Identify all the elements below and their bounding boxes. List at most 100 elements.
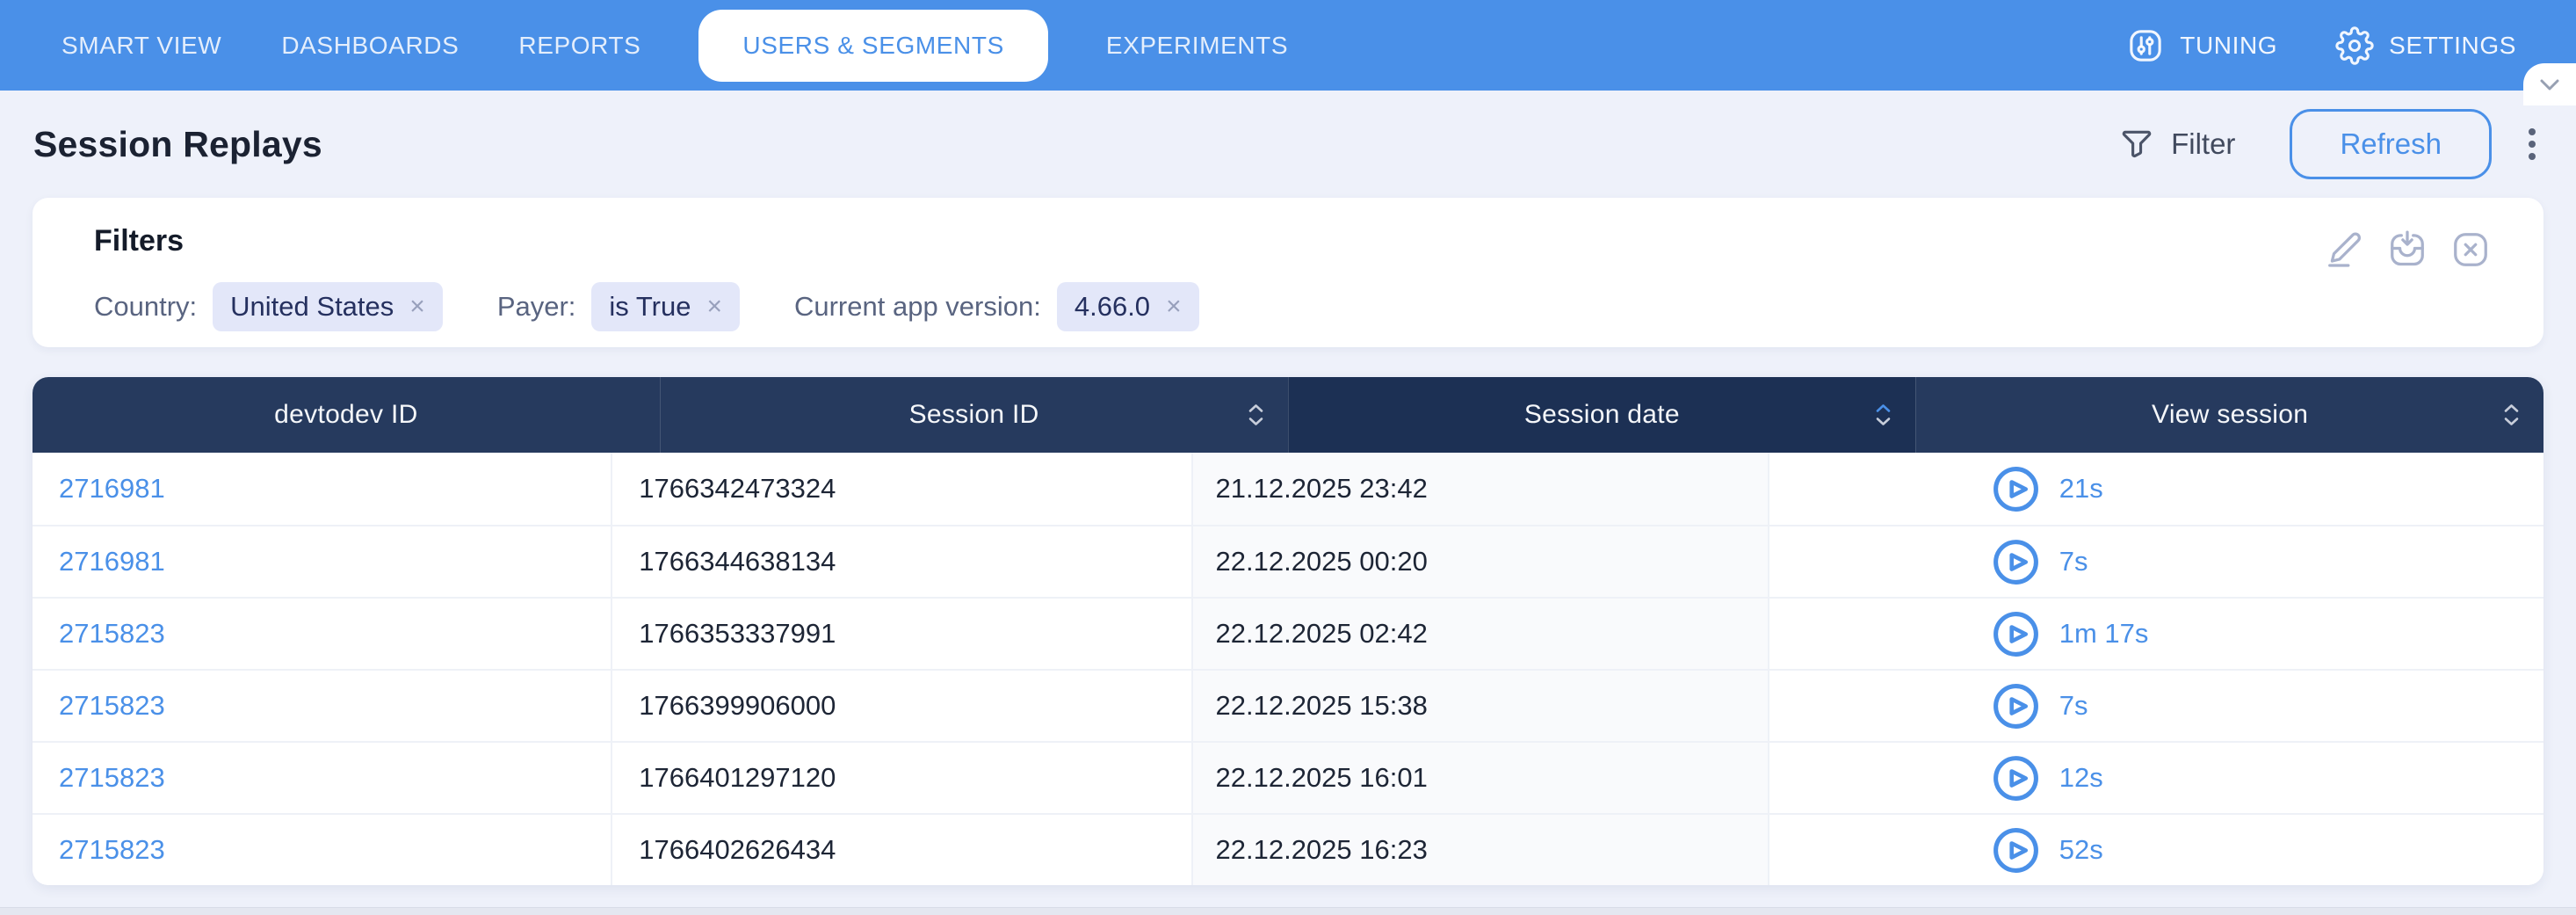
nav-utilities: TUNING SETTINGS [2126,25,2516,65]
view-session-cell: 12s [1767,743,2543,813]
edit-pencil-icon [2324,229,2364,270]
session-date-cell: 21.12.2025 23:42 [1190,453,1768,525]
nav-tab-reports[interactable]: REPORTS [517,10,642,82]
session-duration: 21s [2059,473,2103,504]
filter-chip: 4.66.0 × [1056,282,1199,331]
view-session-cell: 21s [1767,453,2543,525]
column-header-label: View session [2152,400,2309,429]
settings-label: SETTINGS [2389,31,2516,59]
devtodev-id-link[interactable]: 2715823 [59,690,165,721]
filter-chip-value: 4.66.0 [1074,291,1151,322]
table-body: 2716981 1766342473324 21.12.2025 23:42 2… [33,453,2543,885]
filter-group: Payer: is True × [497,282,740,331]
settings-button[interactable]: SETTINGS [2335,25,2516,65]
nav-tab-label: USERS & SEGMENTS [742,31,1004,59]
sort-icon[interactable] [2504,404,2519,426]
devtodev-id-link[interactable]: 2716981 [59,473,165,504]
column-header-label: devtodev ID [274,400,418,429]
table-row: 2715823 1766353337991 22.12.2025 02:42 1… [33,597,2543,669]
nav-tab-dashboards[interactable]: DASHBOARDS [279,10,460,82]
nav-tab-smart-view[interactable]: SMART VIEW [60,10,223,82]
play-icon [1992,754,2040,802]
devtodev-id-link[interactable]: 2715823 [59,618,165,649]
session-duration: 7s [2059,690,2088,721]
column-header-session-date: Session date [1287,377,1916,453]
play-icon [1992,465,2040,513]
filter-chip: United States × [213,282,443,331]
devtodev-id-link[interactable]: 2715823 [59,834,165,865]
view-session-cell: 7s [1767,526,2543,597]
nav-tabs: SMART VIEW DASHBOARDS REPORTS USERS & SE… [60,9,1290,82]
filter-label: Payer: [496,291,576,322]
filters-card: Filters Country: United States × Payer: … [33,198,2543,347]
horizontal-scrollbar[interactable] [0,907,2576,915]
session-duration: 52s [2059,834,2103,865]
devtodev-id-cell[interactable]: 2715823 [33,815,611,885]
play-session-button[interactable]: 7s [1992,682,2088,730]
filter-chip: is True × [591,282,740,331]
gear-icon [2335,25,2374,65]
devtodev-id-link[interactable]: 2715823 [59,762,165,793]
filter-button-label: Filter [2171,127,2236,160]
view-session-cell: 1m 17s [1767,599,2543,669]
view-session-cell: 7s [1767,671,2543,741]
sliders-icon [2126,26,2165,65]
devtodev-id-cell[interactable]: 2716981 [33,526,611,597]
devtodev-id-cell[interactable]: 2715823 [33,743,611,813]
column-header-view-session: View session [1915,377,2543,453]
play-session-button[interactable]: 1m 17s [1992,610,2149,658]
view-session-cell: 52s [1767,815,2543,885]
tuning-label: TUNING [2180,31,2278,59]
play-session-button[interactable]: 7s [1992,538,2088,586]
session-duration: 7s [2059,546,2088,577]
devtodev-id-cell[interactable]: 2715823 [33,671,611,741]
play-session-button[interactable]: 52s [1992,826,2103,875]
filters-card-actions [2324,229,2491,270]
filter-chip-value: United States [230,291,394,322]
session-date-cell: 22.12.2025 02:42 [1190,599,1768,669]
top-navbar: SMART VIEW DASHBOARDS REPORTS USERS & SE… [0,0,2576,91]
filter-group: Current app version: 4.66.0 × [794,282,1199,331]
play-session-button[interactable]: 21s [1992,465,2103,513]
tuning-button[interactable]: TUNING [2126,26,2277,65]
session-replays-table: devtodev ID Session ID Session date View… [33,377,2543,885]
session-id-cell: 1766402626434 [611,815,1190,885]
filter-group: Country: United States × [94,282,443,331]
table-row: 2715823 1766401297120 22.12.2025 16:01 1… [33,741,2543,813]
session-id-cell: 1766353337991 [611,599,1190,669]
devtodev-id-link[interactable]: 2716981 [59,546,165,577]
filters-card-title: Filters [94,224,185,258]
play-icon [1992,826,2040,875]
funnel-icon [2118,126,2155,163]
nav-tab-experiments[interactable]: EXPERIMENTS [1104,10,1290,82]
refresh-button[interactable]: Refresh [2290,109,2492,179]
save-icon [2387,229,2428,270]
session-date-cell: 22.12.2025 15:38 [1190,671,1768,741]
session-duration: 1m 17s [2059,618,2149,649]
filter-label: Current app version: [793,291,1041,322]
clear-filters-button[interactable] [2450,229,2491,270]
remove-filter-icon[interactable]: × [706,292,722,321]
sort-icon[interactable] [1876,404,1891,426]
table-row: 2715823 1766402626434 22.12.2025 16:23 5… [33,813,2543,885]
remove-filter-icon[interactable]: × [409,292,425,321]
save-filters-button[interactable] [2387,229,2428,270]
more-options-button[interactable] [2520,120,2544,169]
active-filters-row: Country: United States × Payer: is True … [94,282,1199,331]
remove-filter-icon[interactable]: × [1166,292,1182,321]
session-date-cell: 22.12.2025 00:20 [1190,526,1768,597]
table-row: 2716981 1766344638134 22.12.2025 00:20 7… [33,525,2543,597]
collapse-navbar-tab[interactable] [2523,63,2576,105]
play-session-button[interactable]: 12s [1992,754,2103,802]
filter-button[interactable]: Filter [2118,126,2235,163]
devtodev-id-cell[interactable]: 2716981 [33,453,611,525]
devtodev-id-cell[interactable]: 2715823 [33,599,611,669]
edit-filters-button[interactable] [2324,229,2364,270]
chevron-down-icon [2540,79,2559,91]
table-row: 2716981 1766342473324 21.12.2025 23:42 2… [33,453,2543,525]
filter-label: Country: [94,291,198,322]
nav-tab-users-segments[interactable]: USERS & SEGMENTS [698,9,1048,82]
sort-icon[interactable] [1248,404,1263,426]
column-header-label: Session ID [908,400,1039,429]
close-icon [2450,229,2491,270]
